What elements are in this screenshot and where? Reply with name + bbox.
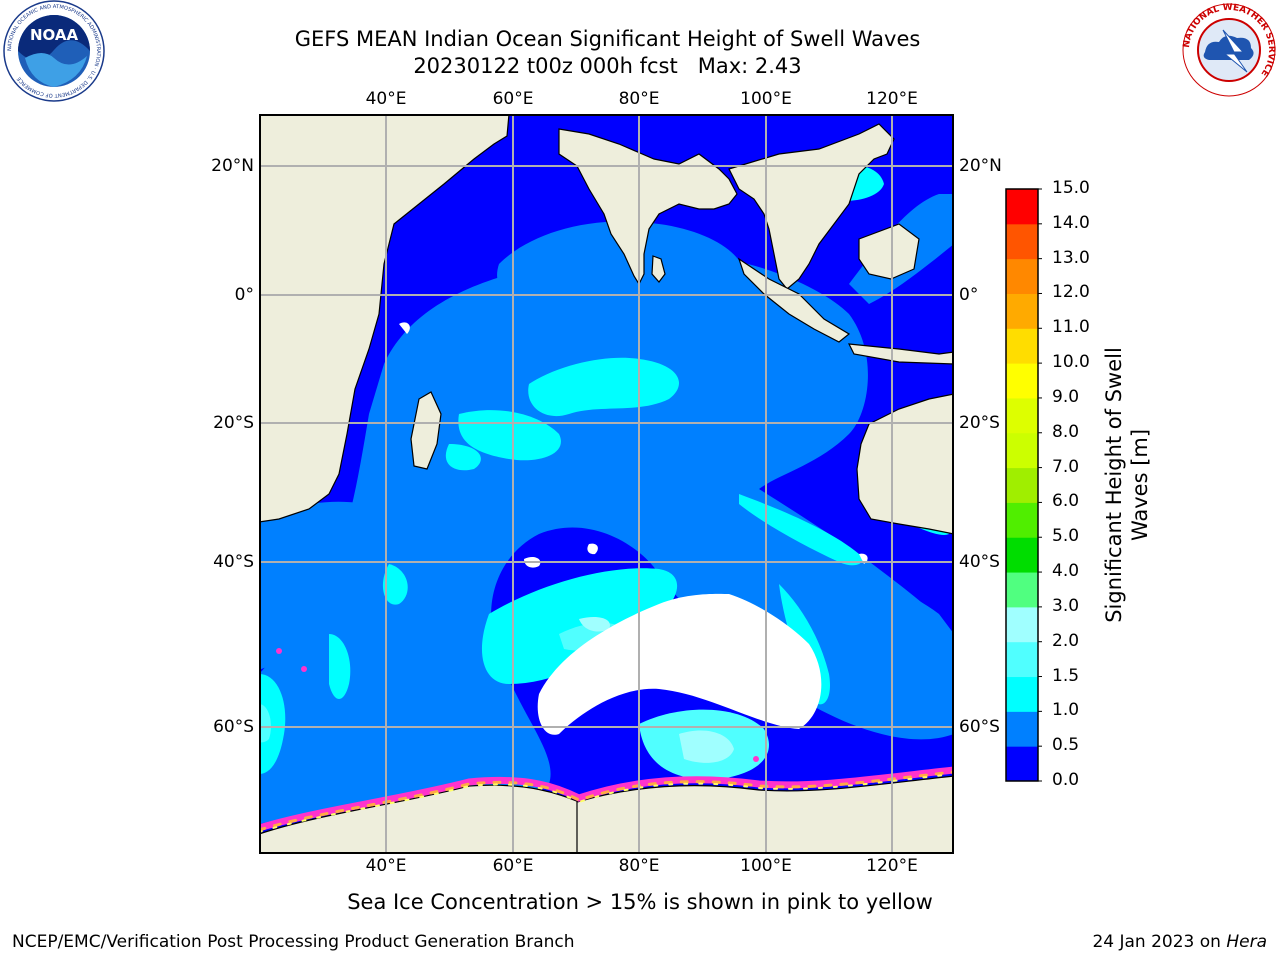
colorbar-level-label: 15.0 (1052, 178, 1090, 198)
lon-label-top-120e: 120°E (866, 89, 918, 109)
colorbar-segment (1006, 258, 1038, 294)
lon-label-bottom-100e: 100°E (740, 856, 792, 876)
colorbar-segment (1006, 432, 1038, 469)
colorbar-segment (1006, 676, 1038, 712)
colorbar-level-label: 6.0 (1052, 491, 1080, 512)
colorbar-level-label: 1.0 (1052, 700, 1080, 721)
lon-label-top-100e: 100°E (740, 89, 792, 109)
indonesia-islands-landmass (847, 343, 954, 365)
lon-label-bottom-40e: 40°E (365, 856, 407, 876)
lat-label-right-60s: 60°S (959, 717, 1000, 737)
colorbar-level-label: 9.0 (1052, 386, 1080, 407)
lon-label-top-40e: 40°E (365, 89, 407, 109)
colorbar-level-label: 8.0 (1052, 421, 1080, 442)
colorbar-level-label: 0.0 (1052, 770, 1080, 790)
colorbar-segment (1006, 537, 1038, 573)
generation-date: 24 Jan 2023 on Hera (1092, 932, 1267, 952)
lat-label-left-0: 0° (234, 285, 254, 305)
colorbar-level-label: 1.5 (1052, 665, 1080, 686)
nws-logo: NATIONAL WEATHER SERVICE (1182, 3, 1276, 97)
colorbar-level-label: 0.5 (1052, 735, 1080, 756)
map-border (259, 114, 954, 854)
colorbar-segment (1006, 328, 1038, 364)
colorbar-level-label: 5.0 (1052, 526, 1080, 547)
colorbar-level-label: 14.0 (1052, 212, 1090, 233)
lat-label-left-20n: 20°N (211, 156, 254, 176)
lat-label-right-20n: 20°N (959, 156, 1002, 176)
colorbar (1005, 188, 1042, 782)
sea-ice-note: Sea Ice Concentration > 15% is shown in … (347, 890, 933, 914)
colorbar-title-line1: Significant Height of Swell (1102, 347, 1126, 623)
lon-label-bottom-120e: 120°E (866, 856, 918, 876)
colorbar-segment (1006, 746, 1038, 782)
colorbar-level-label: 7.0 (1052, 456, 1080, 477)
map-plot-area (259, 114, 954, 854)
generation-date-text: 24 Jan 2023 on (1092, 932, 1221, 952)
colorbar-border (1005, 188, 1039, 782)
host-name: Hera (1226, 932, 1267, 952)
madagascar-landmass (410, 391, 442, 470)
noaa-logo: NATIONAL OCEANIC AND ATMOSPHERIC ADMINIS… (3, 0, 105, 102)
lon-label-top-60e: 60°E (492, 89, 534, 109)
lat-label-left-40s: 40°S (213, 552, 254, 572)
australia-landmass (856, 393, 954, 535)
colorbar-level-label: 10.0 (1052, 352, 1090, 373)
colorbar-level-label: 12.0 (1052, 282, 1090, 303)
colorbar-level-label: 11.0 (1052, 317, 1090, 338)
colorbar-level-label: 3.0 (1052, 595, 1080, 616)
lon-label-top-80e: 80°E (618, 89, 660, 109)
africa-arabia-landmass (259, 114, 510, 523)
colorbar-segment (1006, 711, 1038, 747)
sea-ice-edge (259, 648, 954, 833)
lon-label-bottom-60e: 60°E (492, 856, 534, 876)
colorbar-segment (1006, 606, 1038, 643)
lon-label-bottom-80e: 80°E (618, 856, 660, 876)
colorbar-segment (1006, 189, 1038, 225)
colorbar-segment (1006, 467, 1038, 503)
colorbar-segment (1006, 293, 1038, 329)
lat-label-left-20s: 20°S (213, 413, 254, 433)
colorbar-level-label: 2.0 (1052, 630, 1080, 651)
swell-band-2.0-3.0 (579, 617, 734, 763)
lat-label-right-0: 0° (959, 285, 979, 305)
borneo-landmass (858, 223, 920, 280)
colorbar-segment (1006, 641, 1038, 678)
colorbar-title-line2: Waves [m] (1128, 428, 1152, 542)
lat-label-right-20s: 20°S (959, 413, 1000, 433)
noaa-logo-text: NOAA (30, 26, 79, 44)
colorbar-segment (1006, 397, 1038, 434)
colorbar-segment (1006, 363, 1038, 399)
producer-credit: NCEP/EMC/Verification Post Processing Pr… (12, 932, 575, 952)
sri-lanka-landmass (651, 255, 666, 283)
colorbar-title: Significant Height of Swell Waves [m] (1101, 347, 1153, 623)
plot-subtitle: 20230122 t00z 000h fcst Max: 2.43 (413, 54, 802, 78)
colorbar-level-label: 4.0 (1052, 561, 1080, 582)
india-landmass (558, 128, 738, 286)
lat-label-right-40s: 40°S (959, 552, 1000, 572)
colorbar-segment (1006, 572, 1038, 608)
lat-label-left-60s: 60°S (213, 717, 254, 737)
colorbar-level-label: 13.0 (1052, 247, 1090, 268)
plot-title: GEFS MEAN Indian Ocean Significant Heigh… (294, 27, 921, 51)
colorbar-segment (1006, 502, 1038, 538)
graticule (259, 114, 954, 854)
colorbar-segment (1006, 223, 1038, 260)
